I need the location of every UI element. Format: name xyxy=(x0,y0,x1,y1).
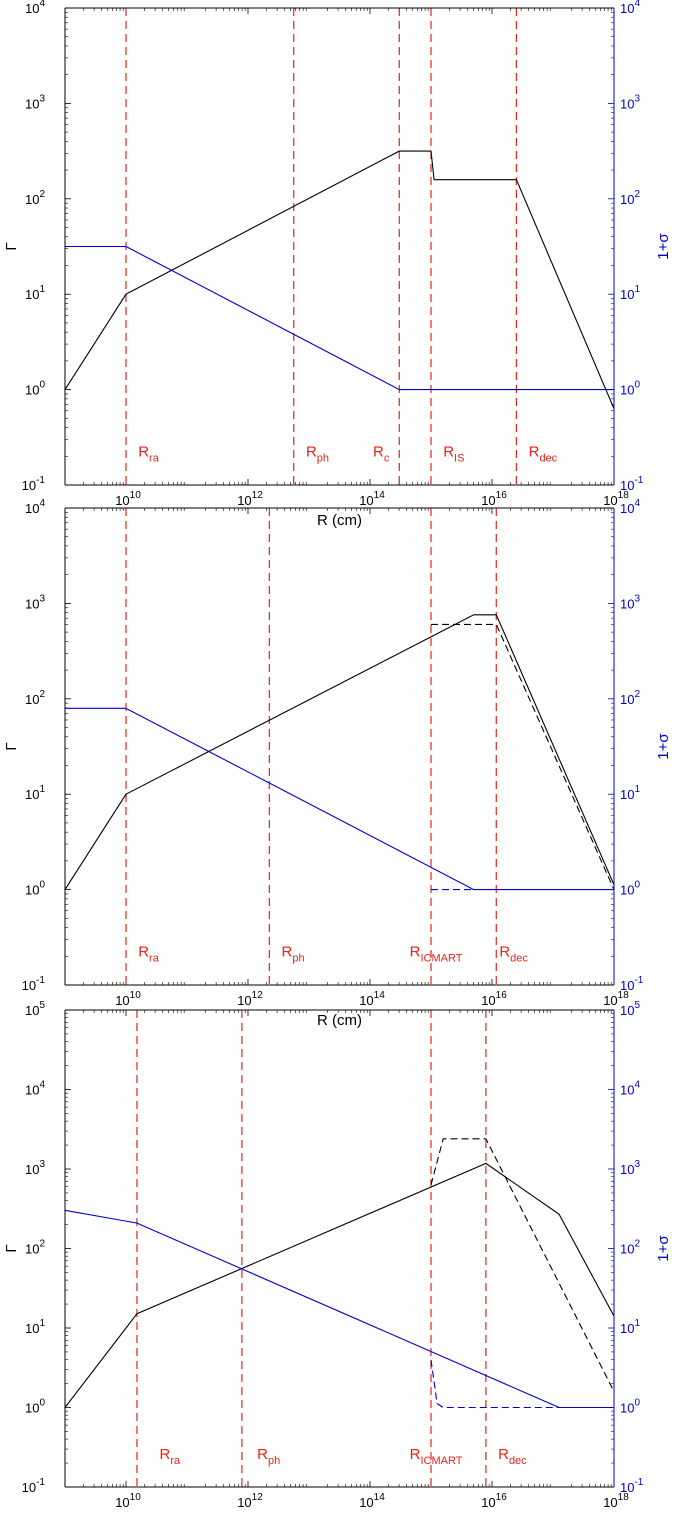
series-line-4 xyxy=(430,1359,614,1409)
y-right-tick-label: 102 xyxy=(620,1239,640,1257)
vline-label-ra: Rra xyxy=(138,443,160,464)
x-tick-label: 1018 xyxy=(603,990,629,1008)
y-tick-label: 10-1 xyxy=(22,475,46,493)
y-right-tick-label: 100 xyxy=(620,380,640,398)
y-right-tick-label: 103 xyxy=(620,1159,640,1177)
x-tick-label: 1016 xyxy=(481,1492,507,1510)
y-tick-label: 104 xyxy=(25,498,45,516)
y-tick-label: 103 xyxy=(25,593,45,611)
x-tick-label: 1018 xyxy=(603,1492,629,1510)
x-tick-label: 1016 xyxy=(481,990,507,1008)
x-tick-label: 1010 xyxy=(115,1492,141,1510)
series-line-3 xyxy=(65,707,614,891)
x-axis-label: R (cm) xyxy=(317,1012,362,1029)
vline-label-c: Rc xyxy=(373,443,390,464)
x-tick-label: 1016 xyxy=(481,490,507,508)
vline-label-ICMART: RICMART xyxy=(410,1446,463,1467)
y-right-tick-label: 100 xyxy=(620,1398,640,1416)
y-tick-label: 103 xyxy=(25,93,45,111)
series-line-1 xyxy=(64,614,615,890)
y-right-tick-label: 101 xyxy=(620,784,640,802)
y-right-tick-label: 104 xyxy=(620,0,640,16)
y-tick-label: 105 xyxy=(25,1000,45,1018)
vline-label-dec: Rdec xyxy=(499,943,528,964)
y-tick-label: 101 xyxy=(25,784,45,802)
y-tick-label: 100 xyxy=(25,1398,45,1416)
x-tick-label: 1012 xyxy=(237,490,263,508)
vline-label-ICMART: RICMART xyxy=(410,943,463,964)
y-tick-label: 101 xyxy=(25,284,45,302)
y-tick-label: 101 xyxy=(25,1318,45,1336)
y-right-axis-label: 1+σ xyxy=(655,1235,672,1262)
vline-label-dec: Rdec xyxy=(498,1446,527,1467)
y-right-tick-label: 103 xyxy=(620,93,640,111)
y-right-tick-label: 101 xyxy=(620,1318,640,1336)
vline-label-IS: RIS xyxy=(443,443,464,464)
x-tick-label: 1010 xyxy=(115,490,141,508)
y-right-tick-label: 10-1 xyxy=(620,975,644,993)
vline-label-ph: Rph xyxy=(257,1446,280,1467)
y-tick-label: 103 xyxy=(25,1159,45,1177)
y-tick-label: 10-1 xyxy=(22,1477,46,1495)
y-tick-label: 102 xyxy=(25,189,45,207)
vline-label-ra: Rra xyxy=(138,943,160,964)
series-line-2 xyxy=(65,245,614,391)
series-line-2 xyxy=(431,623,615,890)
y-right-tick-label: 102 xyxy=(620,189,640,207)
y-tick-label: 100 xyxy=(25,380,45,398)
series-line-1 xyxy=(64,1162,615,1408)
y-right-tick-label: 103 xyxy=(620,593,640,611)
y-right-tick-label: 102 xyxy=(620,689,640,707)
series-line-2 xyxy=(430,1138,615,1392)
y-right-tick-label: 105 xyxy=(620,1000,640,1018)
vline-label-dec: Rdec xyxy=(529,443,558,464)
y-right-axis-label: 1+σ xyxy=(655,233,672,260)
y-tick-label: 100 xyxy=(25,880,45,898)
x-tick-label: 1014 xyxy=(359,490,385,508)
y-tick-label: 10-1 xyxy=(22,975,46,993)
y-right-axis-label: 1+σ xyxy=(655,733,672,760)
x-tick-label: 1010 xyxy=(115,990,141,1008)
y-right-tick-label: 10-1 xyxy=(620,475,644,493)
y-axis-label: Γ xyxy=(3,1244,20,1252)
series-line-1 xyxy=(64,150,615,409)
y-right-tick-label: 10-1 xyxy=(620,1477,644,1495)
vline-label-ph: Rph xyxy=(306,443,329,464)
vline-label-ra: Rra xyxy=(160,1446,182,1467)
y-tick-label: 104 xyxy=(25,1080,45,1098)
x-tick-label: 1014 xyxy=(359,1492,385,1510)
x-tick-label: 1012 xyxy=(237,990,263,1008)
x-axis-label: R (cm) xyxy=(317,512,362,529)
x-tick-label: 1012 xyxy=(237,1492,263,1510)
y-axis-label: Γ xyxy=(3,742,20,750)
y-right-tick-label: 100 xyxy=(620,880,640,898)
y-tick-label: 104 xyxy=(25,0,45,16)
y-right-tick-label: 101 xyxy=(620,284,640,302)
y-right-tick-label: 104 xyxy=(620,1080,640,1098)
x-tick-label: 1014 xyxy=(359,990,385,1008)
y-axis-label: Γ xyxy=(3,242,20,250)
y-tick-label: 102 xyxy=(25,689,45,707)
x-tick-label: 1018 xyxy=(603,490,629,508)
vline-label-ph: Rph xyxy=(282,943,305,964)
y-right-tick-label: 104 xyxy=(620,498,640,516)
series-line-3 xyxy=(64,1209,614,1409)
y-tick-label: 102 xyxy=(25,1239,45,1257)
